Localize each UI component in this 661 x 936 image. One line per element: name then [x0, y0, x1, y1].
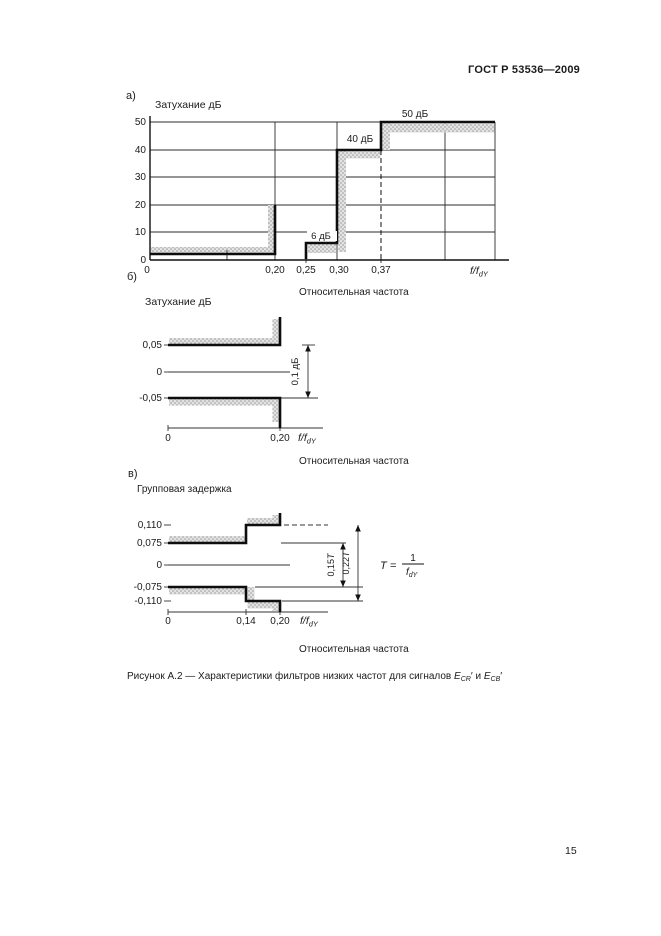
- chart-a-ylabel: Затухание дБ: [155, 99, 222, 111]
- chart-a-axes: [149, 116, 509, 261]
- chart-c-ytick-labels: 0,110 0,075 0 -0,075 -0,110: [134, 520, 163, 607]
- formula-equals: =: [390, 560, 396, 572]
- svg-text:0: 0: [156, 560, 162, 571]
- chart-b-xlabel: f/fdY: [298, 432, 317, 446]
- svg-text:0,05: 0,05: [143, 340, 163, 351]
- signal-e2-subscript: CB: [490, 676, 501, 683]
- svg-text:30: 30: [135, 172, 147, 183]
- chart-a-annotation-50db: 50 дБ: [402, 109, 429, 120]
- chart-a-attenuation-mask: Затухание дБ 50 40 30 20 10 0 0 0,20 0,2…: [135, 99, 509, 279]
- svg-text:0: 0: [156, 367, 162, 378]
- chart-a-hatch-tolerance-bands: [151, 123, 495, 254]
- chart-b-ylabel: Затухание дБ: [145, 296, 212, 308]
- svg-text:0,20: 0,20: [265, 265, 285, 276]
- chart-a-ann6-bg: [307, 231, 337, 241]
- signal-e1-subscript: CR: [460, 676, 471, 683]
- svg-text:-0,075: -0,075: [134, 582, 163, 593]
- page-number: 15: [565, 845, 577, 857]
- chart-b-mask-line: [168, 317, 282, 428]
- signal-e1-prime: ′: [470, 671, 473, 682]
- chart-a-annotation-40db: 40 дБ: [347, 134, 374, 145]
- signal-e1: E: [454, 671, 461, 682]
- formula-numerator: 1: [410, 553, 416, 564]
- chart-b-xtick-labels: 0 0,20: [165, 433, 290, 444]
- chart-c-formula: T = 1 fdY: [380, 553, 424, 579]
- chart-b-dimension-arrow: 0,1 дБ: [290, 345, 311, 398]
- svg-text:-0,110: -0,110: [134, 596, 162, 607]
- chart-b-x-caption: Относительная частота: [299, 456, 409, 467]
- svg-text:0: 0: [165, 433, 171, 444]
- caption-conjunction: и: [472, 671, 484, 682]
- panel-a-label: а): [126, 90, 136, 102]
- svg-text:20: 20: [135, 200, 147, 211]
- signal-e2: E: [483, 671, 491, 682]
- chart-a-annotation-6db: 6 дБ: [311, 231, 331, 242]
- chart-b-attenuation-tolerance: Затухание дБ 0,1 дБ: [139, 296, 323, 446]
- signal-e2-prime: ′: [500, 671, 503, 682]
- svg-text:0,14: 0,14: [236, 616, 256, 627]
- svg-text:0,30: 0,30: [329, 265, 349, 276]
- svg-text:0: 0: [165, 616, 171, 627]
- svg-text:10: 10: [135, 227, 147, 238]
- chart-c-dim15-label: 0,15T: [326, 552, 336, 577]
- svg-text:0: 0: [140, 255, 146, 266]
- svg-text:0,20: 0,20: [270, 616, 290, 627]
- svg-text:0,20: 0,20: [270, 433, 290, 444]
- chart-c-xlabel: f/fdY: [300, 615, 319, 629]
- svg-text:50: 50: [135, 117, 147, 128]
- chart-b-dim-label: 0,1 дБ: [290, 358, 301, 386]
- chart-a-xlabel: f/fdY: [470, 265, 489, 279]
- svg-text:0: 0: [144, 265, 150, 276]
- chart-c-group-delay: 0,15T 0,22T T = 1 fdY 0,110 0,075 0 -0,0…: [134, 513, 424, 629]
- chart-c-dimension-015t: 0,15T: [326, 543, 346, 587]
- chart-c-hatch-tolerance-bands: [169, 515, 280, 611]
- svg-text:0,110: 0,110: [138, 520, 163, 531]
- svg-text:0,37: 0,37: [371, 265, 391, 276]
- figure-caption-text: Рисунок А.2 — Характеристики фильтров ни…: [127, 671, 455, 682]
- chart-c-x-caption: Относительная частота: [299, 644, 409, 655]
- chart-b-hatch-tolerance-bands: [169, 319, 280, 422]
- formula-denominator: fdY: [406, 567, 419, 579]
- standard-code-header: ГОСТ Р 53536—2009: [468, 64, 580, 76]
- svg-text:-0,05: -0,05: [139, 393, 162, 404]
- chart-c-thin-lines: [164, 524, 363, 615]
- chart-b-ytick-labels: 0,05 0 -0,05: [139, 340, 162, 404]
- panel-c-label: в): [128, 468, 138, 480]
- figure-caption: Рисунок А.2 — Характеристики фильтров ни…: [127, 671, 502, 683]
- chart-a-ytick-labels: 50 40 30 20 10 0: [135, 117, 147, 266]
- formula-T: T: [380, 560, 388, 572]
- panel-b-label: б): [127, 271, 137, 283]
- chart-a-mask-line: [150, 120, 495, 259]
- chart-c-dimension-022t: 0,22T: [341, 525, 361, 601]
- chart-a-xtick-labels: 0 0,20 0,25 0,30 0,37: [144, 265, 391, 276]
- chart-c-dim22-label: 0,22T: [341, 550, 351, 575]
- svg-text:40: 40: [135, 145, 147, 156]
- chart-c-title: Групповая задержка: [137, 484, 232, 495]
- chart-c-mask-line: [168, 513, 282, 612]
- svg-text:0,25: 0,25: [296, 265, 316, 276]
- chart-a-grid: [150, 121, 496, 260]
- chart-a-x-caption: Относительная частота: [299, 287, 409, 298]
- svg-text:0,075: 0,075: [137, 538, 162, 549]
- chart-c-xtick-labels: 0 0,14 0,20: [165, 616, 290, 627]
